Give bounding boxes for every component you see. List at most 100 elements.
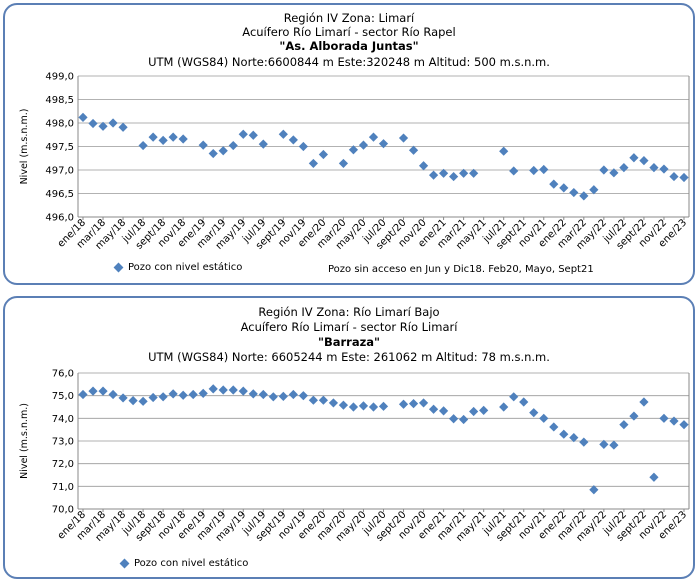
data-point [579, 437, 589, 447]
data-point [178, 390, 188, 400]
data-point [208, 148, 218, 159]
chart-header-aquifer: Acuífero Río Limarí - sector Río Limarí [240, 320, 458, 334]
legend-marker-icon [119, 558, 130, 569]
chart-plot-alborada: 496,0 496,5 497,0 497,5 498,0 498,5 499,0 Nivel… [19, 72, 690, 252]
data-point [679, 172, 689, 183]
data-point [679, 420, 689, 430]
data-point [138, 140, 148, 151]
data-point [418, 161, 429, 171]
data-point [358, 140, 369, 150]
chart-title: "Barraza" [317, 335, 381, 349]
y-tick-label: 498,0 [45, 119, 74, 130]
data-point [158, 392, 168, 402]
chart-header-region: Región IV Zona: Río Limarí Bajo [258, 305, 440, 319]
data-point [609, 440, 619, 450]
y-tick-label: 497,5 [45, 142, 74, 153]
data-point [368, 132, 379, 142]
chart-title: "As. Alborada Juntas" [279, 39, 419, 53]
data-point [98, 386, 108, 396]
chart-header-aquifer: Acuífero Río Limarí - sector Río Rapel [242, 25, 456, 39]
y-tick-label: 74,0 [52, 414, 74, 425]
data-point [639, 397, 649, 407]
y-tick-label: 496,0 [45, 213, 74, 224]
data-point [128, 396, 138, 406]
data-point [459, 168, 469, 178]
data-point [208, 384, 218, 394]
data-point [669, 171, 679, 182]
data-point [438, 406, 449, 416]
data-point [348, 145, 359, 155]
data-point [549, 422, 559, 432]
data-point [238, 129, 248, 139]
data-point [278, 129, 288, 139]
data-point [529, 165, 539, 176]
data-point [629, 153, 639, 163]
data-point [428, 170, 439, 180]
data-point [318, 395, 329, 405]
data-point [549, 179, 559, 189]
data-point [338, 158, 349, 169]
data-point [428, 404, 439, 414]
data-point [358, 401, 369, 411]
data-point [78, 112, 88, 122]
data-point [288, 135, 298, 145]
data-point [499, 402, 509, 412]
data-point [619, 163, 629, 173]
chart-note: Pozo sin acceso en Jun y Dic18. Feb20, M… [328, 264, 594, 275]
data-point [118, 393, 128, 403]
data-point [609, 168, 619, 178]
y-tick-label: 76,0 [52, 369, 74, 380]
data-point [469, 168, 479, 178]
data-point [509, 392, 519, 402]
y-tick-label: 72,0 [52, 459, 74, 470]
data-point [308, 158, 318, 169]
data-point [168, 132, 178, 142]
data-point [479, 405, 489, 415]
legend-label: Pozo con nivel estático [134, 558, 249, 569]
data-point [198, 388, 208, 398]
data-point [418, 398, 429, 408]
data-point [268, 392, 278, 402]
data-point [298, 141, 308, 152]
data-point [98, 121, 108, 131]
chart-plot-barraza: 70,0 71,0 72,0 73,0 74,0 75,0 76,0 Nivel (m.s.n… [19, 369, 690, 544]
data-point [348, 402, 359, 412]
data-point [108, 118, 118, 128]
data-point [559, 429, 569, 439]
y-axis-label: Nivel (m.s.n.m.) [19, 403, 30, 479]
legend-marker-icon [113, 262, 124, 273]
data-point [258, 139, 268, 149]
data-point [619, 420, 629, 430]
chart-panel-alborada: Región IV Zona: Limarí Acuífero Río Lima… [3, 3, 695, 285]
y-axis-label: Nivel (m.s.n.m.) [19, 109, 30, 185]
data-point [108, 389, 118, 400]
data-point [308, 395, 318, 405]
data-point [328, 398, 339, 408]
data-point [649, 472, 659, 482]
data-point [368, 402, 379, 412]
data-point [519, 397, 529, 407]
y-tick-label: 71,0 [52, 482, 74, 493]
data-point [138, 396, 148, 406]
data-point [298, 391, 308, 401]
data-point [398, 133, 409, 143]
data-point [589, 185, 599, 195]
data-point [629, 411, 639, 421]
data-point [178, 134, 188, 144]
data-point [438, 168, 449, 178]
chart-header-utm: UTM (WGS84) Norte: 6605244 m Este: 26106… [148, 350, 550, 364]
data-point [198, 140, 208, 150]
data-point [218, 146, 228, 156]
data-point [659, 413, 669, 423]
data-point [449, 171, 459, 182]
legend-label: Pozo con nivel estático [128, 262, 243, 273]
y-tick-label: 496,5 [45, 189, 74, 200]
data-point [398, 399, 409, 409]
data-point [88, 118, 98, 129]
data-point [288, 389, 298, 400]
y-tick-label: 75,0 [52, 391, 74, 402]
y-tick-label: 498,5 [45, 95, 74, 106]
y-tick-label: 70,0 [52, 505, 74, 516]
data-point [408, 145, 419, 155]
data-point [228, 140, 238, 151]
